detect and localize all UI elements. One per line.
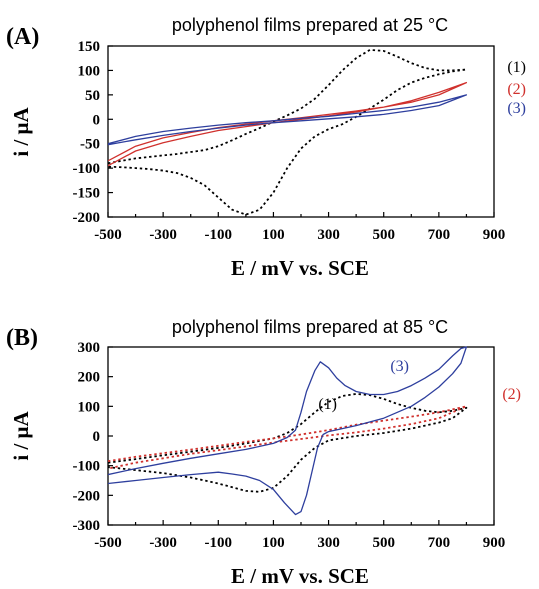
series-line-2 xyxy=(108,405,468,470)
y-tick-label: 100 xyxy=(78,399,101,415)
panel-label: (A) xyxy=(6,24,39,50)
x-tick-label: 900 xyxy=(483,227,506,243)
y-tick-label: -100 xyxy=(73,459,101,475)
series-label-1: (1) xyxy=(318,396,337,413)
y-axis-label: i / μA xyxy=(9,411,33,461)
series-line-1 xyxy=(108,49,468,216)
panel-label: (B) xyxy=(6,325,38,351)
y-tick-label: -100 xyxy=(73,161,101,177)
series-line-2 xyxy=(108,81,468,167)
chart-panel-a: (A) polyphenol films prepared at 25 °C -50… xyxy=(6,15,526,280)
x-tick-label: 900 xyxy=(483,535,506,551)
x-tick-label: 300 xyxy=(317,227,340,243)
chart-panel-b: (B) polyphenol films prepared at 85 °C -50… xyxy=(6,317,521,588)
y-tick-label: 300 xyxy=(78,340,101,356)
series-label-3: (3) xyxy=(390,358,409,375)
y-tick-label: -150 xyxy=(73,186,101,202)
y-tick-label: -200 xyxy=(73,488,101,504)
x-tick-label: -300 xyxy=(149,535,177,551)
y-tick-label: 50 xyxy=(85,88,100,104)
x-tick-label: -500 xyxy=(94,227,122,243)
y-tick-label: -200 xyxy=(73,210,101,226)
series-label-1: (1) xyxy=(507,59,526,76)
series-label-2: (2) xyxy=(502,386,521,403)
x-tick-label: -100 xyxy=(205,535,233,551)
x-tick-label: 500 xyxy=(372,227,395,243)
chart-title: polyphenol films prepared at 25 °C xyxy=(172,15,448,35)
x-tick-label: 700 xyxy=(428,535,451,551)
series-line-3 xyxy=(108,346,468,516)
x-tick-label: 100 xyxy=(262,227,285,243)
y-tick-label: -50 xyxy=(80,137,100,153)
series-line-3 xyxy=(108,94,468,146)
y-tick-label: 0 xyxy=(93,112,101,128)
x-tick-label: 300 xyxy=(317,535,340,551)
x-tick-label: -500 xyxy=(94,535,122,551)
x-tick-label: 100 xyxy=(262,535,285,551)
x-axis-label: E / mV vs. SCE xyxy=(231,256,369,280)
y-tick-label: 150 xyxy=(78,39,101,55)
x-tick-label: -100 xyxy=(205,227,233,243)
x-tick-label: -300 xyxy=(149,227,177,243)
x-tick-label: 500 xyxy=(372,535,395,551)
chart-title: polyphenol films prepared at 85 °C xyxy=(172,317,448,337)
series-label-2: (2) xyxy=(507,81,526,98)
y-tick-label: 100 xyxy=(78,63,101,79)
series-label-3: (3) xyxy=(507,100,526,117)
x-tick-label: 700 xyxy=(428,227,451,243)
y-tick-label: 0 xyxy=(93,429,101,445)
plot-frame xyxy=(107,346,495,526)
y-axis-label: i / μA xyxy=(9,107,33,157)
series-line-1 xyxy=(108,392,468,493)
y-tick-label: 200 xyxy=(78,370,101,386)
x-axis-label: E / mV vs. SCE xyxy=(231,564,369,588)
y-tick-label: -300 xyxy=(73,518,101,534)
